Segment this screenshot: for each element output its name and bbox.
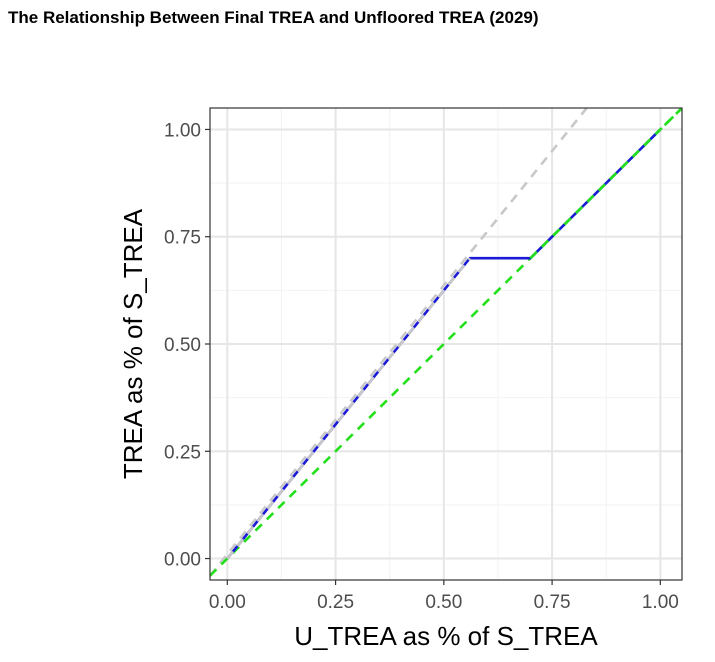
y-tick-label: 1.00	[164, 120, 201, 141]
x-tick-label: 0.75	[534, 592, 571, 613]
series-layer	[210, 108, 682, 577]
x-tick-label: 1.00	[642, 592, 679, 613]
y-tick-label: 0.00	[164, 550, 201, 571]
series-identity-gray-dashed-overlay	[226, 257, 471, 560]
axis-ticks	[205, 128, 661, 585]
x-axis-label: U_TREA as % of S_TREA	[294, 621, 598, 651]
y-axis-label: TREA as % of S_TREA	[118, 208, 148, 479]
tick-labels: 0.00 0.25 0.50 0.75 1.00 0.00 0.25 0.50 0.75 1.00	[164, 120, 679, 613]
y-tick-label: 0.50	[164, 335, 201, 356]
x-tick-label: 0.00	[209, 592, 246, 613]
y-tick-label: 0.75	[164, 228, 201, 249]
y-tick-label: 0.25	[164, 442, 201, 463]
series-floor-green-dashed-overlay	[529, 108, 682, 260]
x-tick-label: 0.50	[425, 592, 462, 613]
series-identity-gray-dashed	[210, 108, 588, 577]
chart-title: The Relationship Between Final TREA and …	[8, 8, 539, 27]
x-tick-label: 0.25	[317, 592, 354, 613]
grid-major	[210, 108, 682, 580]
